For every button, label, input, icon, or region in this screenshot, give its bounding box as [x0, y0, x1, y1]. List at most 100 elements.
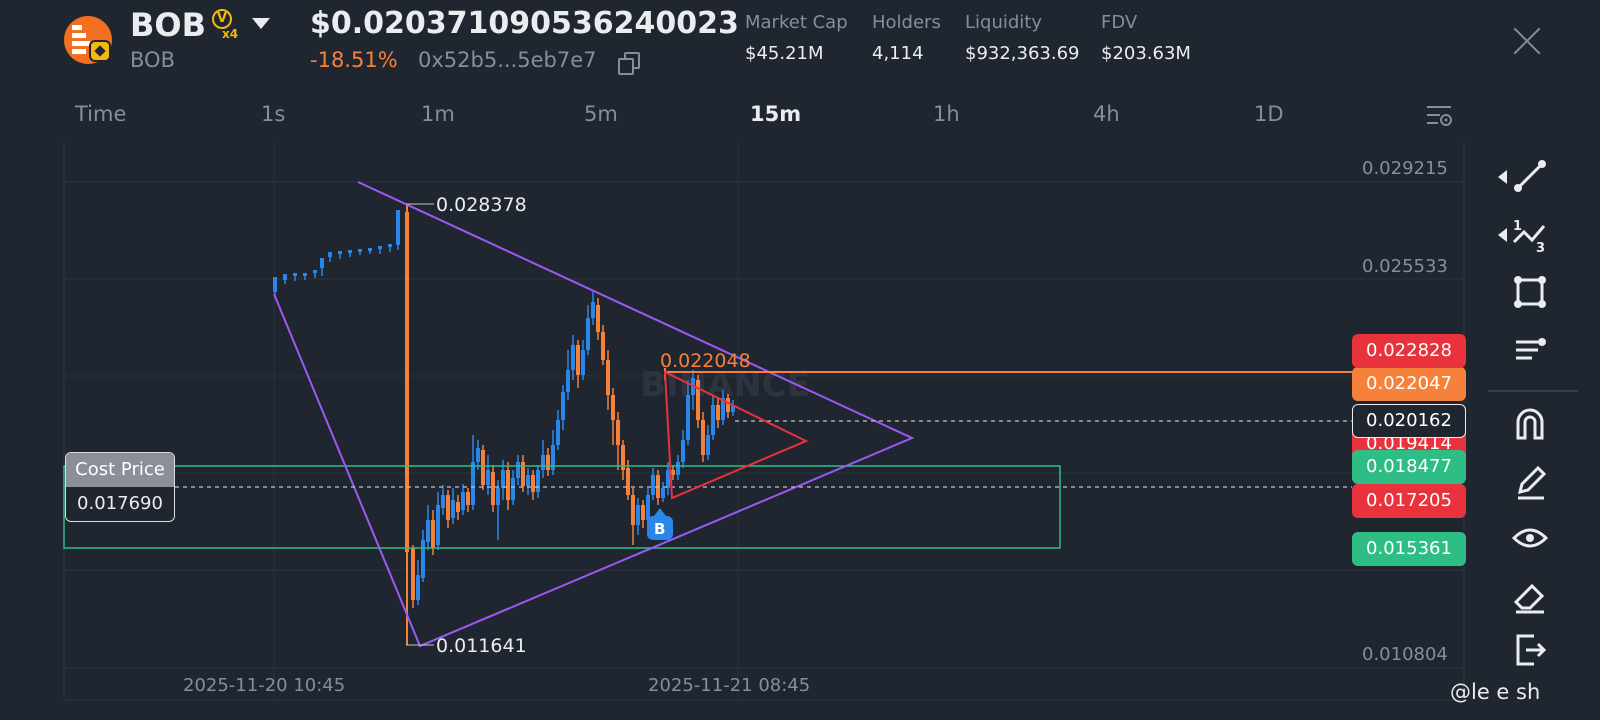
verified-badge-icon: V x4 [212, 9, 238, 41]
buy-marker [647, 516, 673, 540]
expand-caret-icon[interactable] [1498, 228, 1507, 242]
buy-marker-pointer [654, 508, 666, 516]
stat-fdv: FDV $203.63M [1101, 12, 1191, 64]
trend-line-icon[interactable] [1498, 154, 1552, 198]
candle-body [466, 492, 470, 505]
candle-body [571, 345, 575, 370]
candle-body [313, 270, 317, 273]
candle-body [526, 475, 530, 486]
candle-body [721, 398, 725, 420]
candle-body [303, 273, 307, 276]
triangle-pattern [273, 181, 915, 648]
tab-1m[interactable]: 1m [421, 102, 455, 126]
buy-marker-label: B [654, 520, 665, 538]
candle-body [320, 258, 324, 268]
current-price-tag: 0.020162 [1352, 404, 1466, 438]
tab-4h[interactable]: 4h [1093, 102, 1120, 126]
y-axis-label: 0.025533 [1362, 256, 1448, 277]
y-axis-label: 0.010804 [1362, 644, 1448, 665]
candle-body [436, 505, 440, 545]
candle-body [566, 370, 570, 392]
price-tag: 0.015361 [1352, 532, 1466, 566]
tab-1d[interactable]: 1D [1254, 102, 1284, 126]
candle-body [651, 475, 655, 495]
stat-value: 4,114 [872, 43, 924, 64]
candle-body [666, 470, 670, 488]
candle-body [506, 470, 510, 500]
candle-body [636, 505, 640, 525]
pen-icon[interactable] [1508, 460, 1552, 504]
candle-body [491, 472, 495, 505]
candle-body [701, 420, 705, 455]
expand-caret-icon[interactable] [1498, 170, 1507, 184]
candle-body [541, 455, 545, 470]
tab-time[interactable]: Time [75, 102, 127, 126]
candle-body [283, 274, 287, 280]
candle-body [496, 488, 500, 505]
candle-body [451, 500, 455, 518]
shape-icon[interactable] [1508, 270, 1552, 314]
candle-body [606, 360, 610, 395]
token-name: BOB [130, 48, 175, 72]
stat-label: Market Cap [745, 12, 848, 33]
candle-body [348, 250, 352, 253]
tab-1h[interactable]: 1h [933, 102, 960, 126]
svg-text:3: 3 [1536, 241, 1545, 256]
tab-15m[interactable]: 15m [750, 102, 802, 126]
range-box [63, 465, 1061, 549]
chart-grid [63, 140, 1465, 701]
candle-body [426, 520, 430, 542]
candle-body [368, 248, 372, 251]
magnet-icon[interactable] [1508, 402, 1552, 446]
candle-body [476, 448, 480, 462]
stat-value: $203.63M [1101, 43, 1191, 64]
eye-icon[interactable] [1508, 516, 1552, 560]
contract-address: 0x52b5...5eb7e7 [418, 48, 597, 72]
candle-body [586, 318, 590, 350]
candle-body [388, 244, 392, 247]
candle-body [293, 273, 297, 276]
token-dropdown-icon[interactable] [252, 18, 270, 29]
stat-label: FDV [1101, 12, 1138, 33]
stat-value: $932,363.69 [965, 43, 1080, 64]
text-line-icon[interactable] [1508, 328, 1552, 372]
candle-body [461, 492, 465, 510]
candle-body [641, 505, 645, 520]
copy-icon[interactable] [618, 52, 640, 75]
candle-body [616, 420, 620, 445]
candle-body [596, 305, 600, 332]
svg-text:1: 1 [1513, 219, 1522, 234]
low-label: 0.011641 [436, 635, 527, 657]
candle-body [516, 462, 520, 478]
stat-label: Holders [872, 12, 941, 33]
candle-body [441, 495, 445, 508]
candle-body [621, 445, 625, 470]
candle-body [411, 548, 415, 600]
candle-body [681, 440, 685, 462]
candle-body [521, 462, 525, 486]
tab-5m[interactable]: 5m [584, 102, 618, 126]
candle-body [686, 395, 690, 440]
candle-body [431, 520, 435, 548]
candle-body [646, 495, 650, 520]
multiplier-badge: x4 [222, 27, 239, 41]
token-symbol: BOB [130, 6, 206, 44]
candle-body [576, 345, 580, 375]
candle-body [378, 246, 382, 249]
candle-body [273, 277, 277, 292]
candle-body [556, 420, 560, 445]
candle-body [561, 392, 565, 420]
chart-settings-icon[interactable] [1424, 101, 1454, 131]
candle-body [501, 470, 505, 488]
eraser-icon[interactable] [1508, 574, 1552, 618]
exit-icon[interactable] [1508, 628, 1552, 672]
y-axis-label: 0.029215 [1362, 158, 1448, 179]
candle-body [531, 475, 535, 492]
cost-price-value: 0.017690 [77, 493, 163, 514]
price-change: -18.51% [310, 48, 398, 72]
tab-1s[interactable]: 1s [261, 102, 286, 126]
candle-body [551, 445, 555, 470]
cost-price-label: Cost Price [66, 453, 174, 487]
